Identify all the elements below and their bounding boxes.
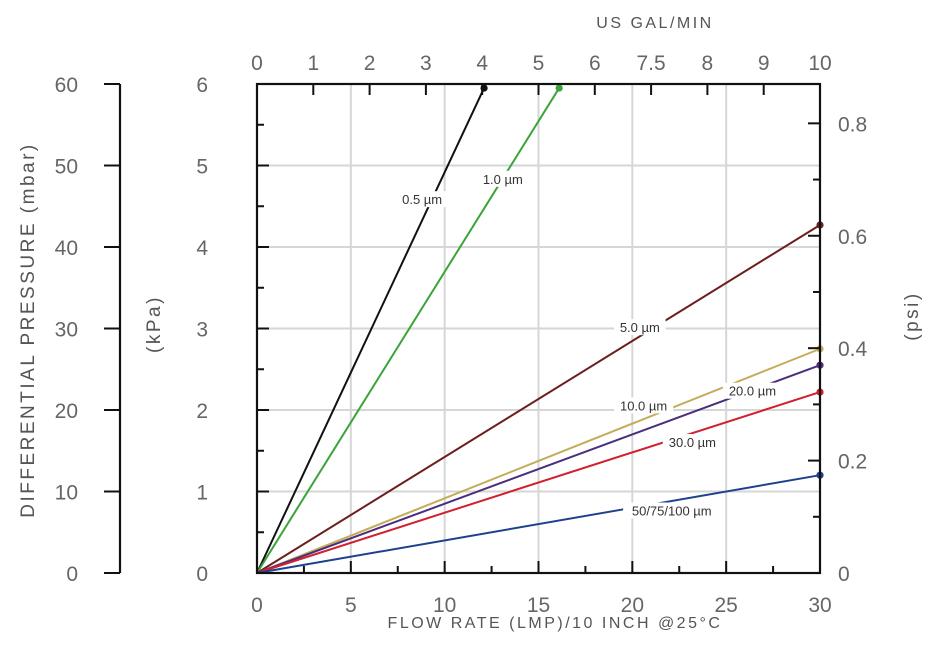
kpa-tick-label: 4	[196, 237, 208, 260]
kpa-tick-label: 2	[196, 400, 208, 423]
mbar-tick-label: 10	[55, 482, 78, 505]
kpa-tick-label: 0	[196, 563, 208, 586]
x-top-tick-label: 1	[307, 52, 319, 75]
psi-tick-label: 0.2	[838, 451, 867, 474]
x-top-tick-label: 2	[364, 52, 376, 75]
series-label: 30.0 µm	[669, 435, 716, 450]
x-tick-label: 30	[808, 594, 831, 617]
x-tick-label: 5	[345, 594, 357, 617]
psi-tick-label: 0	[838, 563, 850, 586]
x-tick-label: 15	[527, 594, 550, 617]
y-left-inner-axis-title: (kPa)	[144, 295, 165, 353]
x-tick-label: 25	[714, 594, 737, 617]
series-line	[256, 391, 821, 574]
x-tick-label: 20	[621, 594, 644, 617]
tick-labels: 0 5 10 15 20 25 300 1 2 3 4 5 6 7.5 8 9 1001234560102030…	[55, 52, 868, 617]
series-end-point	[555, 84, 563, 92]
series-label: 0.5 µm	[402, 192, 442, 207]
x-top-tick-label: 6	[589, 52, 601, 75]
x-tick-label: 10	[433, 594, 456, 617]
mbar-tick-label: 20	[55, 400, 78, 423]
series-line	[256, 474, 821, 574]
series-label: 1.0 µm	[483, 172, 523, 187]
series-labels: 0.5 µm 1.0 µm 5.0 µm 10.0 µm 20.0 µm 30.0 µm 5…	[396, 170, 783, 519]
kpa-tick-label: 5	[196, 156, 208, 179]
series-line	[256, 87, 485, 574]
kpa-tick-label: 3	[196, 319, 208, 342]
x-axis-title: FLOW RATE (LMP)/10 INCH @25°C	[388, 615, 723, 632]
psi-tick-label: 0.4	[838, 338, 868, 361]
series-label-background	[623, 502, 721, 519]
series-label: 5.0 µm	[620, 320, 660, 335]
x-tick-label: 0	[251, 594, 263, 617]
grid-lines	[257, 84, 820, 573]
x-top-tick-label: 8	[702, 52, 714, 75]
series-label: 10.0 µm	[620, 398, 667, 413]
series-label-background	[662, 434, 722, 451]
y-left-outer-axis-title: DIFFERENTIAL PRESSURE (mbar)	[18, 142, 39, 517]
mbar-tick-label: 40	[55, 237, 78, 260]
x-top-tick-label: 4	[476, 52, 488, 75]
x-top-tick-label: 3	[420, 52, 432, 75]
series-lines	[256, 84, 824, 574]
series-label-background	[722, 382, 783, 399]
x-top-tick-label: 9	[758, 52, 770, 75]
x-top-tick-label: 7.5	[636, 52, 665, 75]
series-line	[256, 224, 821, 574]
x-top-tick-label: 10	[808, 52, 831, 75]
mbar-tick-label: 0	[66, 563, 78, 586]
mbar-tick-label: 50	[55, 156, 78, 179]
series-label-background	[613, 397, 674, 414]
kpa-tick-label: 1	[196, 482, 208, 505]
series-label-background	[396, 191, 448, 208]
kpa-tick-label: 6	[196, 74, 208, 97]
axis-ticks	[104, 83, 820, 574]
psi-tick-label: 0.8	[838, 113, 867, 136]
series-line	[256, 364, 821, 574]
psi-tick-label: 0.6	[838, 226, 867, 249]
series-label-background	[614, 319, 666, 336]
series-line	[256, 87, 560, 574]
series-label-background	[477, 170, 529, 187]
x-top-tick-label: 0	[251, 52, 263, 75]
mbar-tick-label: 60	[55, 74, 78, 97]
series-label: 50/75/100 µm	[632, 504, 712, 519]
series-label: 20.0 µm	[729, 384, 776, 399]
x-top-axis-title: US GAL/MIN	[596, 15, 713, 32]
mbar-tick-label: 30	[55, 319, 78, 342]
y-right-axis-title: (psi)	[902, 291, 923, 340]
x-top-tick-label: 5	[533, 52, 545, 75]
